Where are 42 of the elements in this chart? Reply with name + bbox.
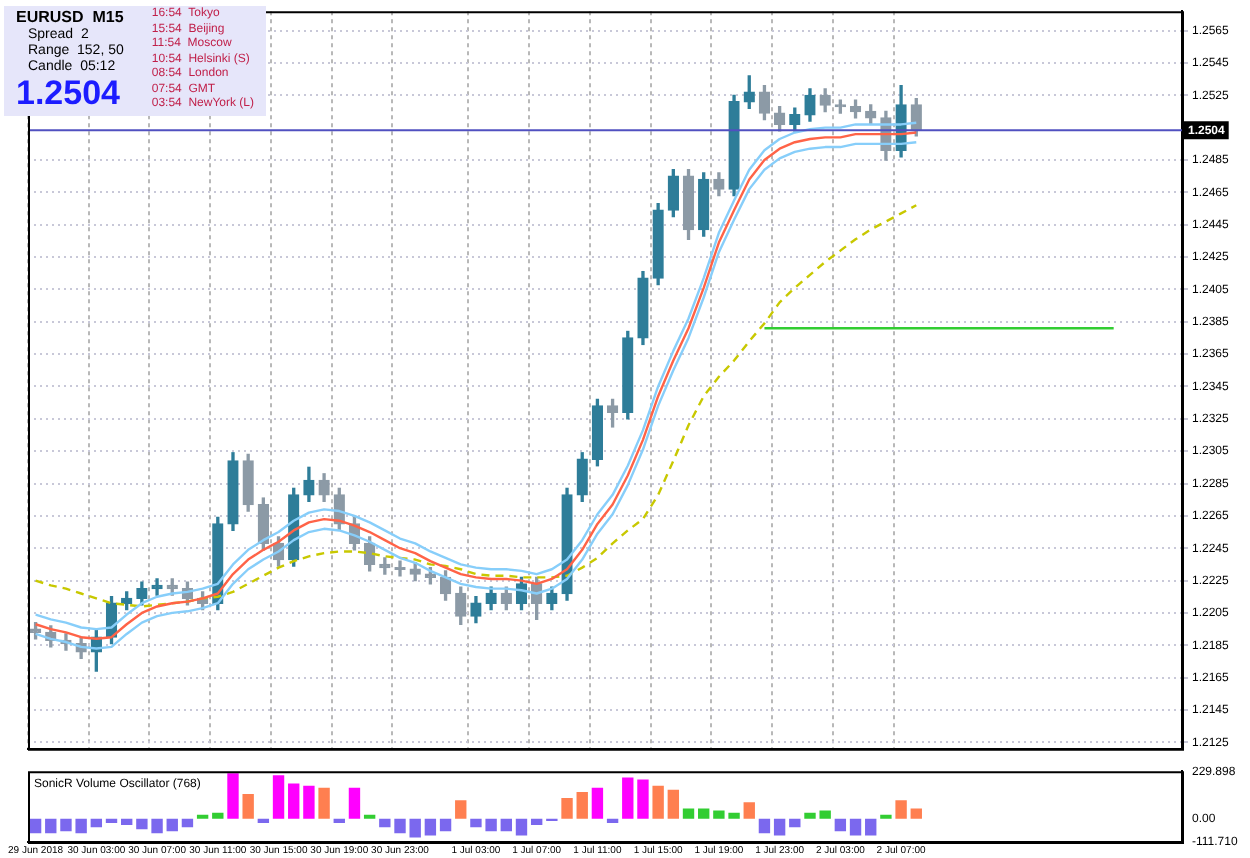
bar — [698, 808, 710, 819]
bar — [455, 800, 467, 819]
bar — [591, 787, 604, 819]
bar — [90, 818, 103, 828]
bar — [773, 818, 786, 836]
candlestick — [151, 578, 163, 596]
bar — [500, 818, 512, 832]
bar — [910, 808, 922, 819]
bar — [743, 802, 755, 819]
bar — [181, 818, 194, 828]
bar — [318, 787, 330, 819]
bar — [166, 818, 178, 832]
bar — [288, 783, 300, 819]
bar — [121, 818, 133, 826]
bar — [895, 800, 907, 819]
bar — [682, 808, 695, 819]
bar — [530, 818, 543, 826]
annotation: 1.2504 — [16, 74, 122, 112]
bar — [303, 785, 315, 819]
bar — [637, 779, 649, 819]
bar — [424, 818, 437, 836]
bar — [515, 818, 528, 836]
bar — [576, 791, 588, 819]
bar — [652, 785, 664, 819]
bar — [561, 798, 573, 819]
bar — [29, 818, 42, 834]
bar — [212, 812, 224, 819]
bar — [242, 793, 254, 819]
bar — [834, 818, 847, 832]
bar — [758, 818, 771, 834]
bar — [45, 818, 57, 834]
bar — [849, 818, 862, 836]
bar — [789, 818, 801, 828]
bar — [439, 818, 452, 832]
bar — [865, 818, 877, 836]
bar — [227, 773, 239, 819]
bar — [622, 777, 634, 819]
chart-title: EURUSD M15 — [16, 8, 124, 27]
bar — [667, 789, 680, 819]
bar — [409, 818, 421, 838]
bar — [272, 775, 285, 819]
bar — [348, 787, 361, 819]
